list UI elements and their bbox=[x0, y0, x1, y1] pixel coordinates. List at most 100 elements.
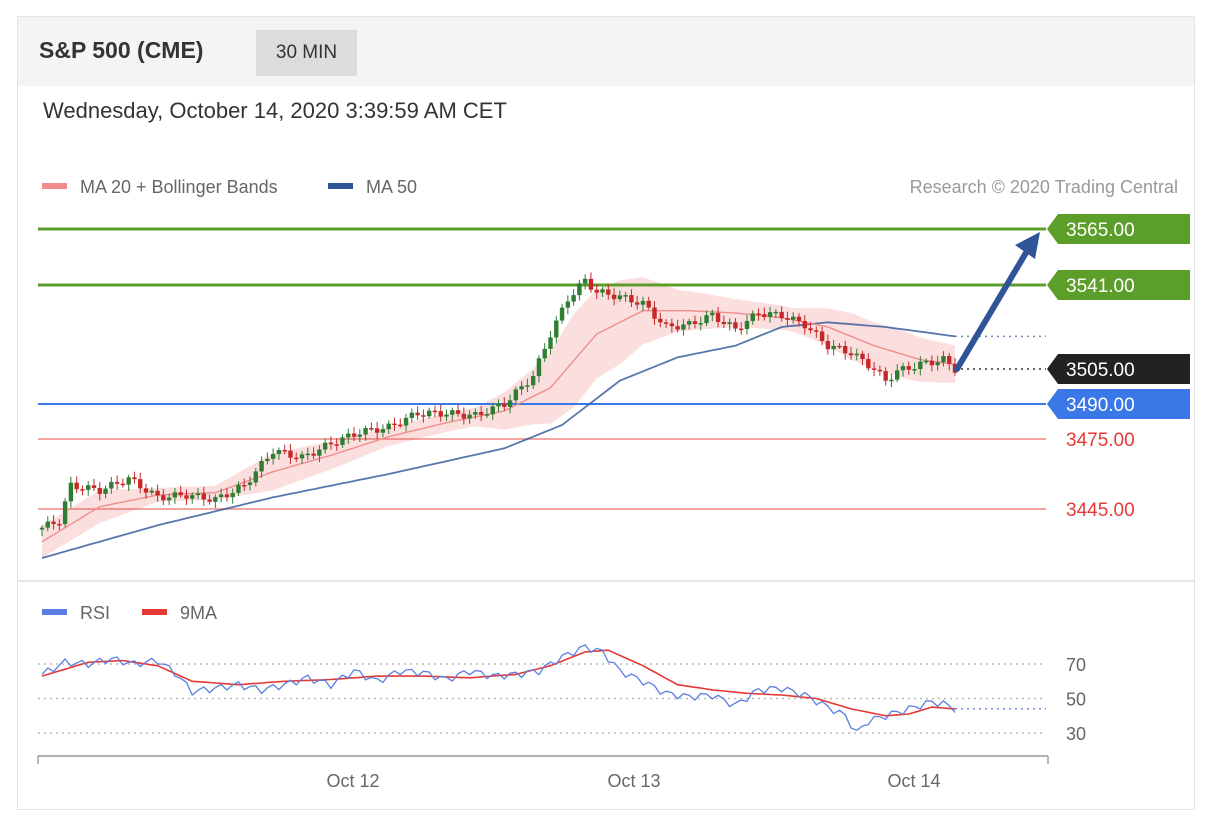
candle-body bbox=[536, 358, 542, 377]
candle-body bbox=[421, 415, 426, 417]
candle-body bbox=[218, 494, 224, 498]
forecast-arrow-head bbox=[1015, 232, 1040, 259]
candle-body bbox=[762, 314, 767, 317]
candle-body bbox=[450, 410, 455, 415]
candle-body bbox=[744, 320, 750, 329]
chart-credit: Research © 2020 Trading Central bbox=[910, 177, 1178, 197]
candle-body bbox=[582, 278, 588, 284]
candle-body bbox=[559, 307, 565, 321]
candle-body bbox=[825, 341, 831, 350]
candle-body bbox=[409, 412, 415, 418]
candle-body bbox=[548, 337, 553, 349]
candle-body bbox=[374, 428, 380, 433]
x-tick-label: Oct 13 bbox=[607, 771, 660, 791]
candle-body bbox=[143, 488, 149, 493]
candle-body bbox=[554, 320, 559, 338]
candle-body bbox=[710, 312, 715, 316]
candle-body bbox=[779, 311, 784, 319]
candle-body bbox=[819, 331, 825, 342]
candle-body bbox=[652, 307, 657, 319]
candle-body bbox=[473, 412, 478, 415]
rsi-tick-label: 70 bbox=[1066, 655, 1086, 675]
candle-body bbox=[918, 361, 923, 370]
candle-body bbox=[530, 376, 536, 386]
candle-body bbox=[773, 311, 779, 314]
candle-body bbox=[363, 428, 368, 435]
candle-body bbox=[132, 477, 137, 480]
level-label: 3475.00 bbox=[1066, 430, 1135, 451]
legend-label: MA 50 bbox=[366, 177, 417, 197]
rsi-tick-label: 50 bbox=[1066, 690, 1086, 710]
level-label: 3505.00 bbox=[1066, 360, 1135, 381]
candle-body bbox=[114, 481, 120, 484]
candle-body bbox=[322, 442, 328, 450]
candle-body bbox=[195, 493, 201, 496]
legend-label: 9MA bbox=[180, 603, 217, 623]
ma50-line bbox=[41, 321, 956, 559]
candle-body bbox=[658, 318, 663, 323]
candle-body bbox=[906, 366, 911, 370]
legend-swatch bbox=[42, 609, 67, 615]
legend-label: RSI bbox=[80, 603, 110, 623]
candle-body bbox=[623, 295, 628, 297]
candle-body bbox=[242, 484, 247, 487]
candle-body bbox=[369, 428, 374, 430]
x-tick-label: Oct 14 bbox=[887, 771, 940, 791]
candle-body bbox=[577, 283, 582, 296]
candle-body bbox=[265, 458, 270, 462]
candle-body bbox=[611, 294, 617, 300]
candle-body bbox=[403, 417, 409, 426]
candle-body bbox=[213, 497, 218, 502]
level-tag-3541.00 bbox=[1047, 270, 1190, 300]
candle-body bbox=[282, 450, 287, 452]
candle-body bbox=[230, 492, 235, 498]
candle-body bbox=[172, 492, 178, 498]
candle-body bbox=[496, 403, 501, 407]
candle-body bbox=[207, 499, 212, 502]
candle-body bbox=[311, 453, 316, 456]
candle-body bbox=[617, 295, 623, 300]
candle-body bbox=[74, 482, 79, 490]
candle-body bbox=[236, 484, 241, 493]
candle-body bbox=[837, 345, 842, 348]
candle-body bbox=[912, 369, 917, 371]
candle-body bbox=[478, 412, 484, 415]
candle-body bbox=[866, 359, 871, 369]
rsi-9ma-line bbox=[41, 649, 956, 717]
candle-body bbox=[467, 414, 472, 419]
candle-body bbox=[299, 454, 305, 459]
candle-body bbox=[149, 490, 154, 493]
candle-body bbox=[438, 411, 443, 417]
candle-body bbox=[120, 483, 126, 486]
candle-body bbox=[224, 494, 230, 498]
candle-body bbox=[334, 444, 339, 446]
candle-body bbox=[39, 527, 45, 530]
candle-body bbox=[634, 302, 640, 305]
candle-body bbox=[640, 300, 646, 305]
candle-body bbox=[519, 386, 524, 390]
candle-body bbox=[166, 497, 172, 501]
candle-body bbox=[675, 326, 680, 330]
candle-body bbox=[51, 521, 56, 524]
candle-body bbox=[426, 410, 432, 417]
legend-swatch bbox=[328, 183, 353, 189]
candle-body bbox=[721, 321, 727, 324]
chart-header: S&P 500 (CME) 30 MIN bbox=[18, 17, 1194, 86]
level-tag-3490.00 bbox=[1047, 389, 1190, 419]
candle-body bbox=[785, 318, 790, 320]
forecast-arrow-shaft bbox=[954, 243, 1033, 372]
candle-body bbox=[646, 300, 651, 308]
candle-body bbox=[923, 360, 929, 363]
candle-body bbox=[270, 454, 276, 459]
rsi-tick-label: 30 bbox=[1066, 724, 1086, 744]
candle-body bbox=[45, 521, 50, 528]
candle-body bbox=[161, 495, 166, 501]
chart-card: S&P 500 (CME) 30 MIN Wednesday, October … bbox=[17, 16, 1195, 810]
candle-body bbox=[380, 429, 386, 433]
candle-body bbox=[814, 330, 819, 332]
candle-body bbox=[600, 289, 605, 293]
candle-body bbox=[756, 313, 761, 315]
candle-body bbox=[513, 389, 519, 401]
timeframe-button[interactable]: 30 MIN bbox=[256, 30, 357, 76]
